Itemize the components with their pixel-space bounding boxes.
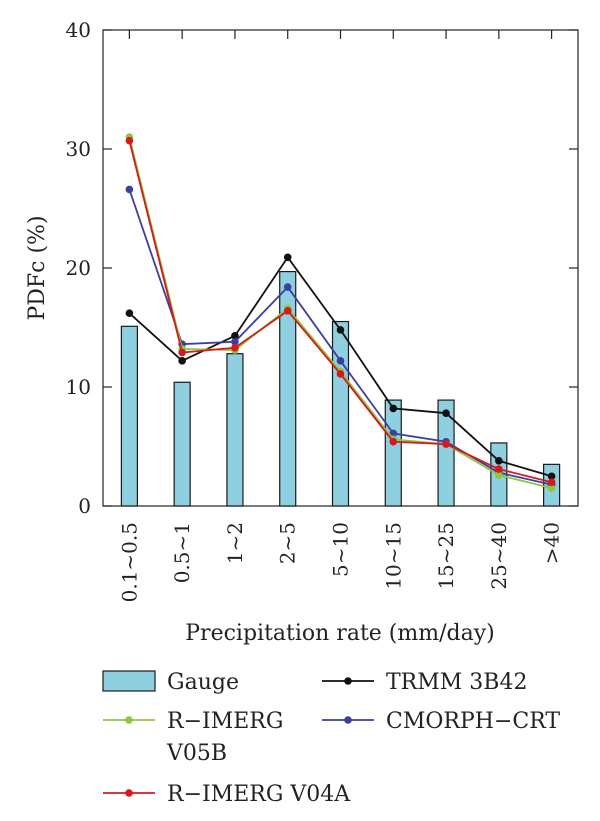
point-cmorph-crt — [336, 357, 345, 365]
y-tick-label: 10 — [66, 375, 91, 399]
x-tick-label: 0.1~0.5 — [117, 522, 141, 602]
plot-area: 0 10 20 30 40 0.1~0.5 0.5~1 1~2 2~5 5~10 10~15 15~2… — [25, 18, 579, 646]
point-r-imerg-v04a — [547, 478, 556, 487]
x-tick-label: 5~10 — [329, 522, 353, 577]
legend-label: R−IMERG V04A — [167, 782, 351, 807]
legend-label-line2: V05B — [166, 741, 227, 766]
point-trmm-3b42 — [125, 309, 134, 318]
legend-item: TRMM 3B42 — [322, 670, 527, 695]
point-cmorph-crt — [231, 337, 239, 346]
x-tick-label: 1~2 — [223, 522, 247, 564]
point-r-imerg-v05b — [495, 471, 503, 479]
point-trmm-3b42 — [283, 253, 292, 262]
point-cmorph-crt — [125, 185, 134, 194]
y-tick-label: 20 — [66, 256, 91, 280]
x-axis-title: Precipitation rate (mm/day) — [185, 621, 494, 646]
point-trmm-3b42 — [231, 332, 239, 340]
bar-gauge — [173, 381, 191, 507]
legend-swatch-marker — [344, 677, 352, 685]
legend-label: Gauge — [167, 670, 239, 695]
point-trmm-3b42 — [336, 326, 345, 334]
y-tick-label: 0 — [78, 494, 91, 518]
point-cmorph-crt — [283, 283, 292, 291]
y-tick-label: 40 — [66, 18, 91, 42]
point-trmm-3b42 — [547, 472, 556, 481]
bar-gauge — [384, 399, 402, 507]
point-r-imerg-v04a — [495, 465, 503, 473]
legend-label: CMORPH−CRT — [386, 709, 560, 734]
legend-item: R−IMERG V04A — [103, 782, 351, 807]
legend-swatch-marker — [125, 716, 133, 724]
point-r-imerg-v04a — [283, 307, 292, 315]
bar-gauge — [279, 270, 297, 507]
x-tick-label: 0.5~1 — [170, 522, 194, 583]
point-r-imerg-v05b — [547, 484, 556, 492]
point-trmm-3b42 — [495, 456, 503, 465]
legend-swatch-bar — [102, 670, 156, 692]
x-tick-label: 15~25 — [434, 522, 458, 590]
point-r-imerg-v04a — [231, 343, 239, 352]
point-trmm-3b42 — [389, 404, 398, 413]
point-cmorph-crt — [389, 429, 398, 438]
legend-item: CMORPH−CRT — [322, 709, 560, 734]
legend-item: R−IMERG V05B — [103, 709, 283, 766]
legend-label: R−IMERG — [167, 709, 283, 734]
y-axis-title: PDFc (%) — [25, 215, 50, 320]
legend-swatch-marker — [125, 789, 133, 797]
x-tick-label: 2~5 — [276, 522, 300, 564]
bar-gauge — [437, 399, 455, 507]
point-r-imerg-v04a — [389, 437, 398, 446]
point-trmm-3b42 — [442, 409, 450, 417]
x-tick-label: 10~15 — [381, 522, 405, 590]
x-tick-label: >40 — [540, 522, 564, 564]
point-r-imerg-v04a — [178, 348, 186, 357]
bar-gauge — [226, 353, 244, 507]
y-tick-label: 30 — [66, 137, 91, 161]
point-r-imerg-v04a — [125, 136, 134, 145]
x-tick-label: 25~40 — [487, 522, 511, 590]
legend-swatch-marker — [344, 716, 352, 724]
point-r-imerg-v04a — [442, 440, 450, 448]
point-r-imerg-v04a — [336, 370, 345, 378]
bar-gauge — [120, 325, 138, 507]
point-trmm-3b42 — [178, 357, 186, 365]
legend-label: TRMM 3B42 — [386, 670, 527, 695]
bar-gauge — [331, 320, 350, 507]
legend: Gauge TRMM 3B42 R−IMERG V05B CMORPH−CRT R−IME… — [102, 670, 560, 807]
legend-item: Gauge — [102, 670, 239, 695]
